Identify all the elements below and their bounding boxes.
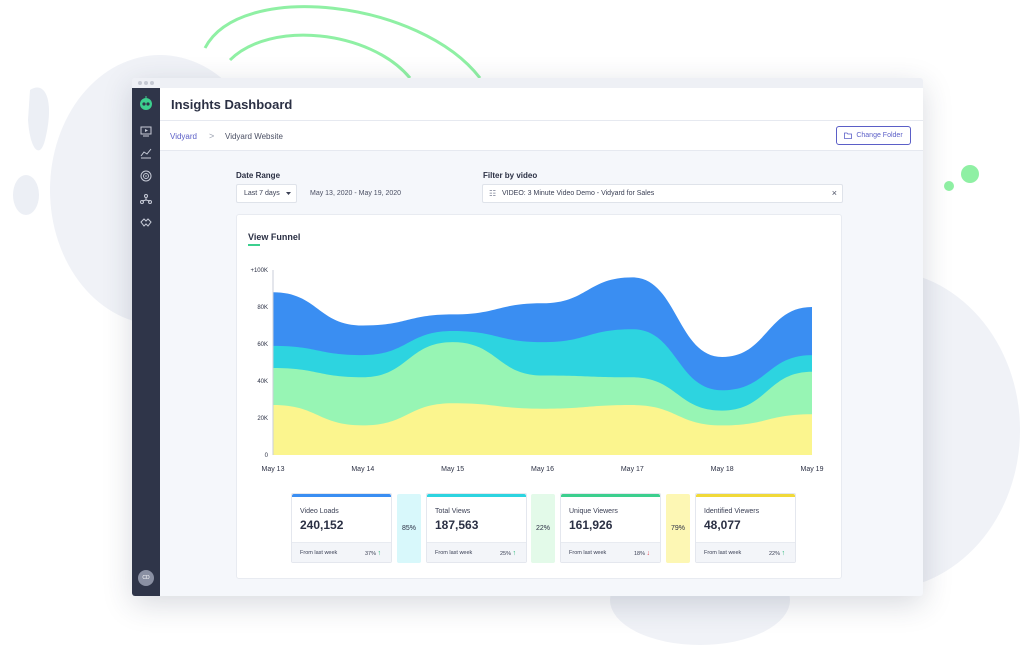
x-tick-label: May 13 — [262, 466, 285, 473]
stat-card-total-views[interactable]: Total Views 187,563 From last week 25% ↑ — [426, 493, 527, 563]
video-filter-value: VIDEO: 3 Minute Video Demo - Vidyard for… — [502, 190, 655, 197]
date-range-label: Date Range — [236, 171, 281, 180]
breadcrumb-separator-icon: > — [209, 131, 215, 141]
stat-accent-bar — [292, 494, 391, 497]
y-tick-label: +100K — [250, 268, 268, 274]
video-filter-input[interactable]: ☷ VIDEO: 3 Minute Video Demo - Vidyard f… — [482, 184, 843, 203]
stat-accent-bar — [696, 494, 795, 497]
date-range-value: Last 7 days — [244, 190, 280, 197]
stat-value: 161,926 — [569, 518, 613, 532]
stat-accent-bar — [427, 494, 526, 497]
x-tick-label: May 16 — [531, 466, 554, 473]
stat-footer: From last week 22% ↑ — [696, 542, 795, 562]
date-range-text: May 13, 2020 - May 19, 2020 — [310, 190, 402, 197]
caret-down-icon — [285, 191, 291, 195]
folder-icon — [844, 132, 853, 139]
stat-value: 48,077 — [704, 518, 741, 532]
stat-card-video-loads[interactable]: Video Loads 240,152 From last week 37% ↑ — [291, 493, 392, 563]
conversion-badge: 22% — [531, 494, 555, 563]
stat-accent-bar — [561, 494, 660, 497]
area-series-0 — [273, 403, 812, 455]
stat-card-identified-viewers[interactable]: Identified Viewers 48,077 From last week 22… — [695, 493, 796, 563]
stat-card-unique-viewers[interactable]: Unique Viewers 161,926 From last week 18% ↓ — [560, 493, 661, 563]
clear-filter-icon[interactable]: × — [831, 188, 837, 198]
sliders-icon: ☷ — [489, 189, 497, 198]
window-dot — [144, 81, 148, 85]
stat-change-value: 22% — [768, 551, 780, 557]
y-tick-label: 20K — [257, 416, 268, 422]
stat-footer-label: From last week — [704, 550, 742, 556]
page-title: Insights Dashboard — [171, 97, 293, 112]
window-titlebar — [132, 78, 923, 88]
stat-change-value: 18% — [633, 551, 645, 557]
network-icon[interactable] — [139, 192, 153, 206]
breadcrumb: Vidyard > Vidyard Website Change Folder — [160, 121, 923, 151]
x-tick-label: May 19 — [801, 466, 824, 473]
y-tick-label: 80K — [257, 305, 268, 311]
arrow-down-icon: ↓ — [646, 550, 651, 557]
stat-change: 22% ↑ — [769, 550, 785, 557]
stat-footer: From last week 37% ↑ — [292, 542, 391, 562]
avatar[interactable]: CD — [138, 570, 154, 586]
view-funnel-chart: 0 20K 40K 60K 80K +100K May 13 May 14 May 15 May … — [250, 268, 824, 473]
stat-change: 37% ↑ — [365, 550, 381, 557]
app-header: Insights Dashboard — [160, 88, 923, 121]
conversion-badge: 85% — [397, 494, 421, 563]
app-window: CD Insights Dashboard Vidyard > Vidyard … — [132, 78, 923, 596]
window-dot — [150, 81, 154, 85]
app-logo-icon[interactable] — [139, 96, 153, 110]
change-folder-button[interactable]: Change Folder — [836, 126, 911, 145]
stat-change-value: 25% — [499, 551, 511, 557]
conversion-badge: 79% — [666, 494, 690, 563]
x-tick-label: May 15 — [441, 466, 464, 473]
stat-label: Total Views — [435, 508, 471, 515]
video-icon[interactable] — [139, 124, 153, 138]
breadcrumb-current: Vidyard Website — [225, 132, 283, 141]
breadcrumb-root-link[interactable]: Vidyard — [170, 132, 197, 141]
date-range-select[interactable]: Last 7 days — [236, 184, 297, 203]
stat-change: 18% ↓ — [634, 550, 650, 557]
stat-label: Video Loads — [300, 508, 339, 515]
stat-footer-label: From last week — [435, 550, 473, 556]
y-tick-label: 40K — [257, 379, 268, 385]
view-funnel-card: View Funnel 0 20K 40K 60K 80K +100K May 13 May … — [236, 214, 842, 579]
stat-footer: From last week 25% ↑ — [427, 542, 526, 562]
handshake-icon[interactable] — [139, 216, 153, 230]
stat-label: Unique Viewers — [569, 508, 618, 515]
change-folder-label: Change Folder — [856, 132, 903, 139]
title-underline — [248, 244, 260, 246]
stat-footer: From last week 18% ↓ — [561, 542, 660, 562]
x-tick-label: May 17 — [621, 466, 644, 473]
arrow-up-icon: ↑ — [377, 550, 382, 557]
stat-value: 187,563 — [435, 518, 479, 532]
arrow-up-icon: ↑ — [781, 550, 786, 557]
window-dot — [138, 81, 142, 85]
chart-title: View Funnel — [248, 232, 301, 242]
y-tick-label: 60K — [257, 342, 268, 348]
analytics-icon[interactable] — [139, 146, 153, 160]
stat-footer-label: From last week — [300, 550, 338, 556]
target-icon[interactable] — [139, 169, 153, 183]
stat-value: 240,152 — [300, 518, 344, 532]
stat-change: 25% ↑ — [500, 550, 516, 557]
x-tick-label: May 18 — [711, 466, 734, 473]
x-tick-label: May 14 — [351, 466, 374, 473]
sidebar: CD — [132, 88, 160, 596]
stat-footer-label: From last week — [569, 550, 607, 556]
stat-label: Identified Viewers — [704, 508, 760, 515]
y-tick-label: 0 — [265, 453, 269, 459]
stat-change-value: 37% — [364, 551, 376, 557]
filter-label: Filter by video — [483, 171, 538, 180]
arrow-up-icon: ↑ — [512, 550, 517, 557]
